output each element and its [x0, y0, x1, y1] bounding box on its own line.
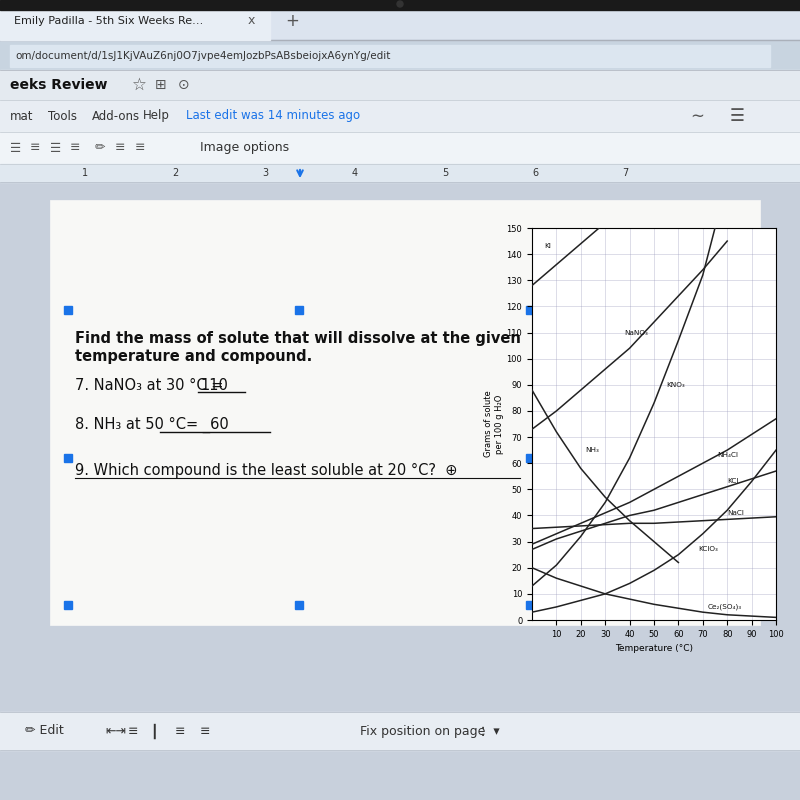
Text: ≡: ≡ — [128, 725, 138, 738]
Text: Tools: Tools — [48, 110, 77, 122]
Bar — [0, 182, 800, 750]
Text: ≡: ≡ — [135, 142, 146, 154]
X-axis label: Temperature (°C): Temperature (°C) — [615, 644, 693, 654]
Text: 7: 7 — [622, 168, 628, 178]
Bar — [0, 164, 800, 182]
Text: :: : — [480, 722, 486, 740]
Bar — [64, 454, 72, 462]
Text: ☰: ☰ — [10, 142, 22, 154]
Circle shape — [397, 1, 403, 7]
Bar — [295, 306, 303, 314]
Text: ≡: ≡ — [30, 142, 41, 154]
Y-axis label: Grams of solute
per 100 g H₂O: Grams of solute per 100 g H₂O — [484, 390, 504, 458]
Text: ☰: ☰ — [50, 142, 62, 154]
Text: KNO₃: KNO₃ — [666, 382, 685, 388]
Bar — [64, 306, 72, 314]
Bar — [50, 200, 760, 625]
Text: KClO₃: KClO₃ — [698, 546, 718, 553]
Text: KI: KI — [544, 243, 551, 250]
Text: mat: mat — [10, 110, 34, 122]
Text: Emily Padilla - 5th Six Weeks Re…: Emily Padilla - 5th Six Weeks Re… — [14, 16, 203, 26]
Text: +: + — [285, 12, 299, 30]
Bar — [0, 100, 800, 132]
Bar — [526, 306, 534, 314]
Text: eeks Review: eeks Review — [10, 78, 107, 92]
Text: KCl: KCl — [727, 478, 738, 485]
Text: ☆: ☆ — [132, 76, 147, 94]
Text: Ce₂(SO₄)₃: Ce₂(SO₄)₃ — [708, 604, 742, 610]
Text: Add-ons: Add-ons — [92, 110, 140, 122]
Text: Fix position on page  ▾: Fix position on page ▾ — [360, 725, 500, 738]
Bar — [0, 70, 800, 100]
Text: NH₃: NH₃ — [586, 447, 599, 453]
Text: 6: 6 — [532, 168, 538, 178]
Text: ┃: ┃ — [150, 723, 158, 738]
Text: ⇤⇥: ⇤⇥ — [105, 725, 126, 738]
Text: NaCl: NaCl — [727, 510, 744, 516]
Text: 3: 3 — [262, 168, 268, 178]
Text: 4: 4 — [352, 168, 358, 178]
Text: 110: 110 — [200, 378, 228, 393]
Text: ☰: ☰ — [730, 107, 745, 125]
Text: Last edit was 14 minutes ago: Last edit was 14 minutes ago — [186, 110, 360, 122]
Bar — [295, 601, 303, 609]
Text: ≡: ≡ — [200, 725, 210, 738]
Bar — [68, 310, 530, 605]
Text: ✏ Edit: ✏ Edit — [25, 725, 64, 738]
Text: 7. NaNO₃ at 30 °C =: 7. NaNO₃ at 30 °C = — [75, 378, 233, 393]
Bar — [0, 40, 800, 70]
Text: Find the mass of solute that will dissolve at the given: Find the mass of solute that will dissol… — [75, 330, 521, 346]
Text: 2: 2 — [172, 168, 178, 178]
Text: Image options: Image options — [200, 142, 289, 154]
Text: ∼: ∼ — [690, 107, 704, 125]
Text: ⊙: ⊙ — [178, 78, 190, 92]
Text: Help: Help — [143, 110, 170, 122]
Text: ≡: ≡ — [70, 142, 81, 154]
Text: om/document/d/1sJ1KjVAuZ6nj0O7jvpe4emJozbPsABsbeiojxA6ynYg/edit: om/document/d/1sJ1KjVAuZ6nj0O7jvpe4emJoz… — [15, 51, 390, 61]
Bar — [0, 132, 800, 164]
Text: NaNO₃: NaNO₃ — [625, 330, 649, 335]
Bar — [0, 0, 800, 10]
Text: ✏: ✏ — [95, 142, 106, 154]
Text: 9. Which compound is the least soluble at 20 °C?  ⊕: 9. Which compound is the least soluble a… — [75, 462, 458, 478]
Text: ≡: ≡ — [115, 142, 126, 154]
Bar — [0, 2, 270, 40]
Bar — [0, 0, 800, 40]
Bar — [526, 601, 534, 609]
Text: 8. NH₃ at 50 °C= _60: 8. NH₃ at 50 °C= _60 — [75, 417, 229, 433]
Bar — [526, 454, 534, 462]
Text: ⊞: ⊞ — [155, 78, 166, 92]
Text: 5: 5 — [442, 168, 448, 178]
Text: temperature and compound.: temperature and compound. — [75, 349, 312, 363]
Bar — [10, 45, 770, 67]
Text: NH₄Cl: NH₄Cl — [718, 452, 738, 458]
Text: x: x — [248, 14, 255, 27]
Text: 1: 1 — [82, 168, 88, 178]
Bar — [64, 601, 72, 609]
Text: ≡: ≡ — [175, 725, 186, 738]
Bar — [0, 712, 800, 750]
